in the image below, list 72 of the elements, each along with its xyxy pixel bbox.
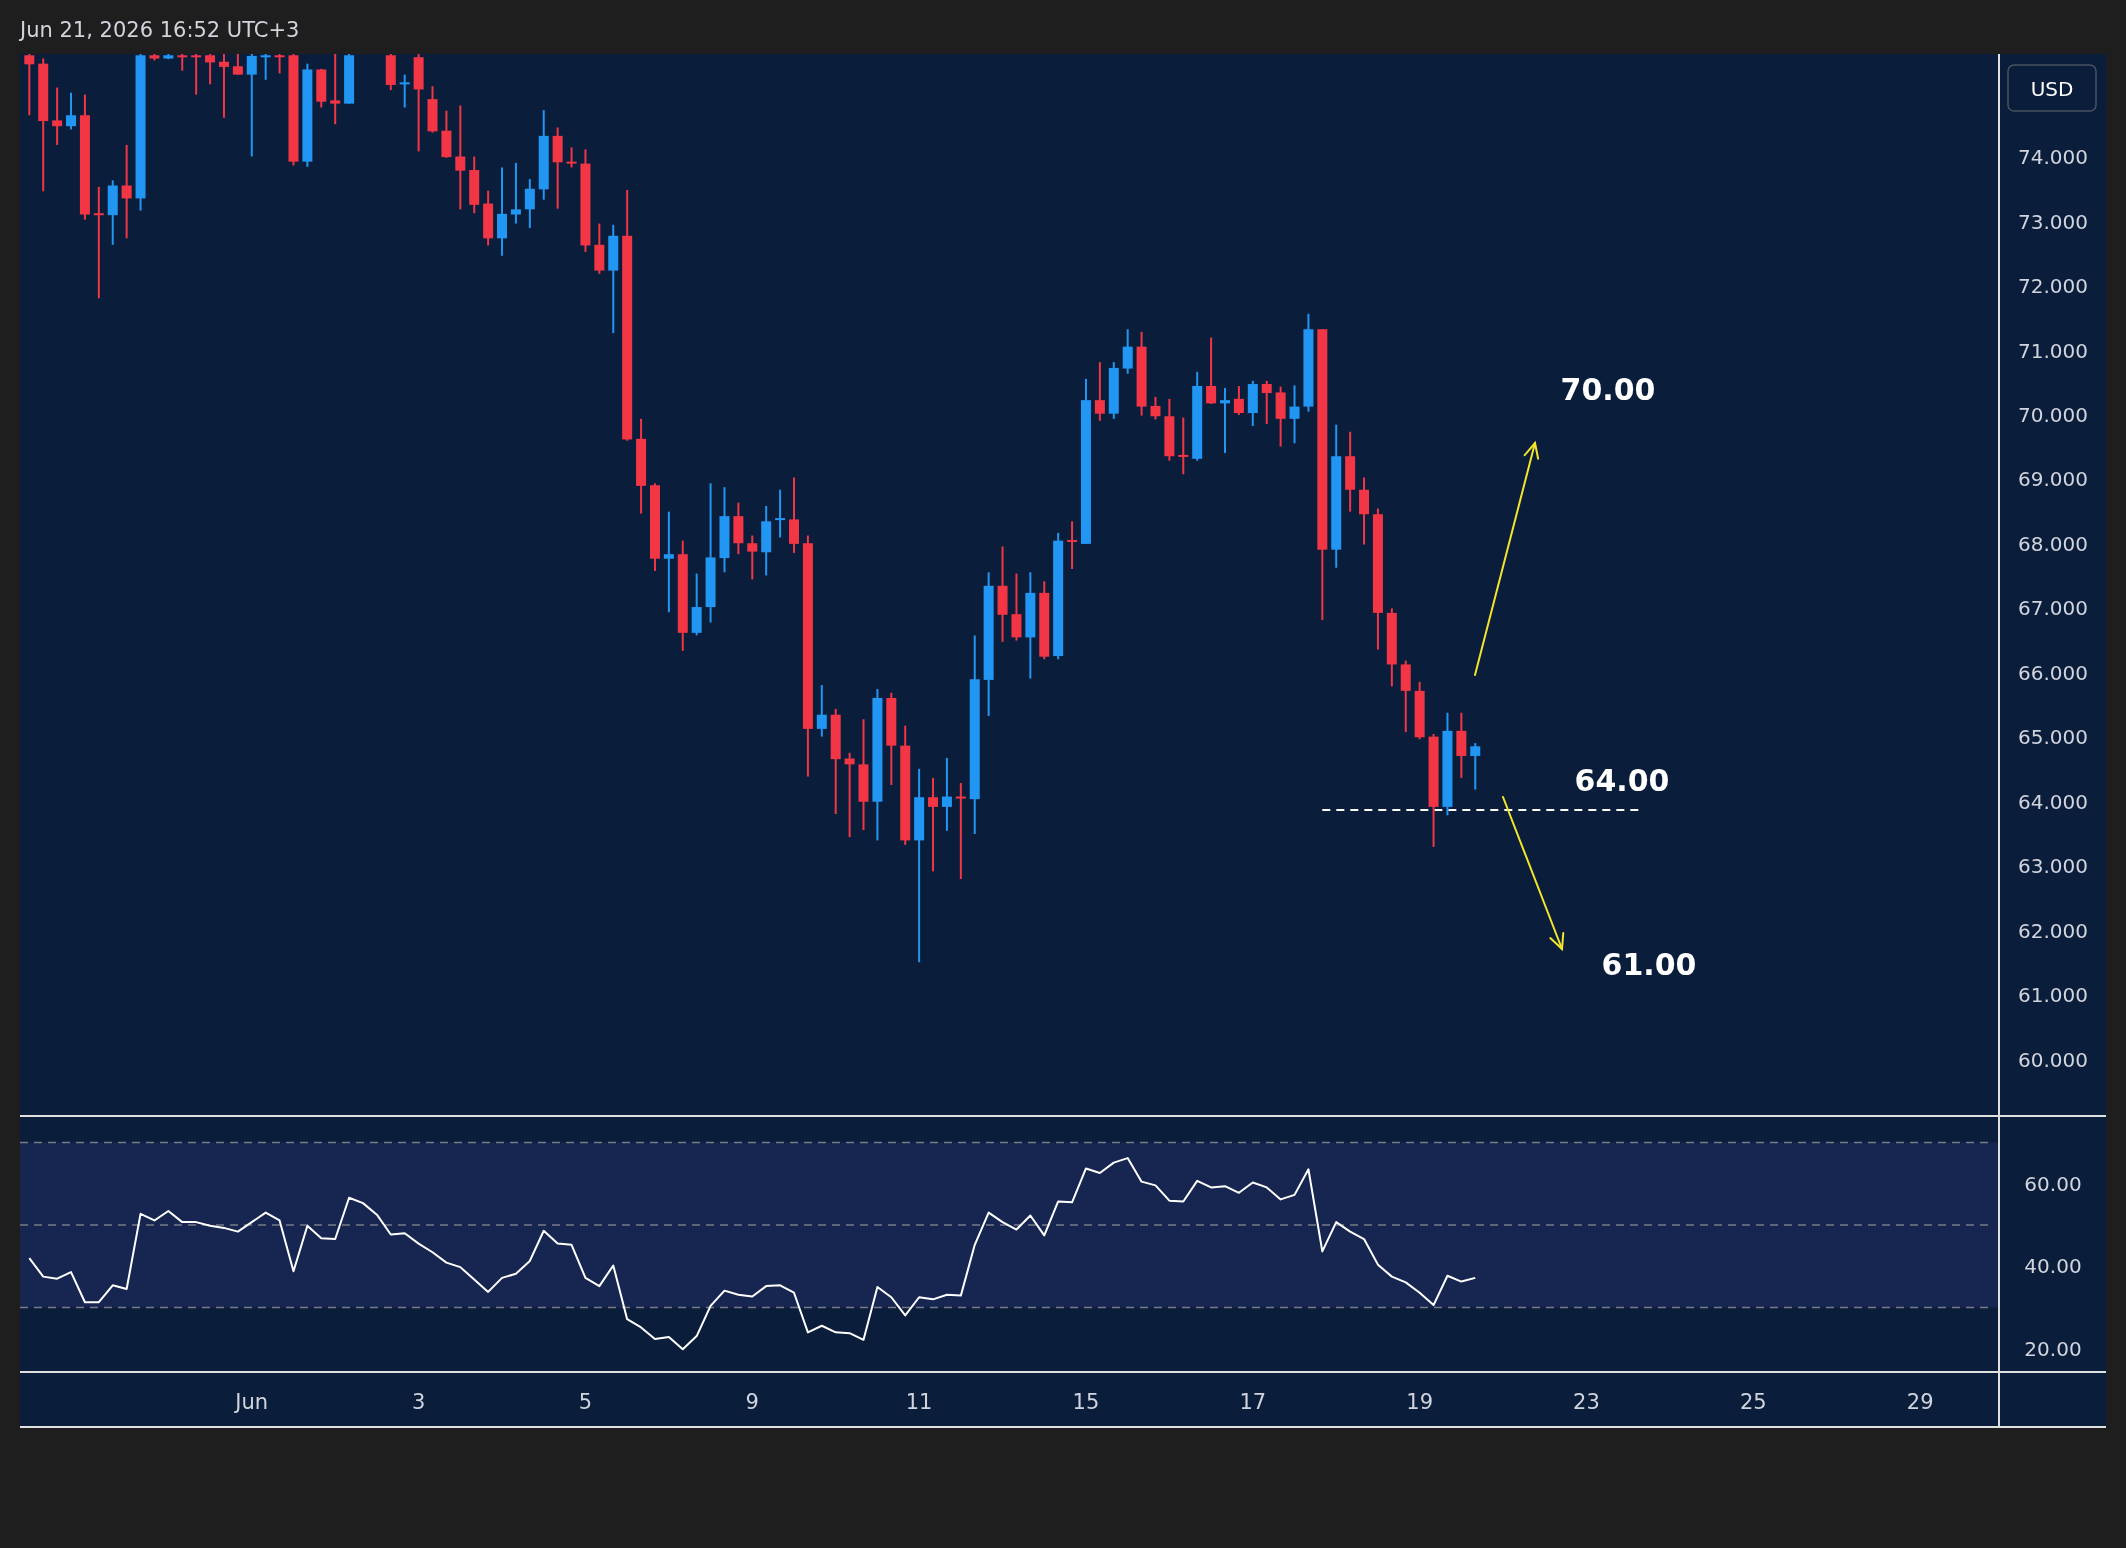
y-tick-label: 62.000 [2018,918,2088,943]
candlestick [1094,361,1105,422]
y-tick-label: 73.000 [2018,209,2088,234]
candlestick [93,185,104,300]
candlestick [955,782,966,881]
candlestick [399,73,410,109]
x-tick-label: Jun [233,1390,269,1414]
candlestick [1206,336,1217,406]
y-tick-label: 64.000 [2018,789,2088,814]
x-tick-label: 25 [1739,1390,1767,1414]
candlestick [510,161,521,225]
y-axis-title: USD [2030,77,2074,101]
x-tick-label: 3 [411,1390,426,1414]
y-tick-label: 69.000 [2018,467,2088,492]
candlestick [191,53,202,96]
line-series [28,1157,1477,1351]
candlestick [66,91,77,131]
candlestick [52,86,63,146]
candlestick [747,534,758,581]
candlestick [205,53,216,86]
candlestick [928,776,939,873]
candlestick [1011,572,1022,642]
candlestick [1470,742,1481,791]
x-tick-label: 15 [1072,1390,1100,1414]
x-tick-label: 17 [1239,1390,1267,1414]
candlestick [121,143,132,240]
x-tick-label: 5 [578,1390,593,1414]
y-tick-label: 66.000 [2018,660,2088,685]
y-tick-label: 68.000 [2018,531,2088,556]
y-tick-label: 74.000 [2018,145,2088,170]
candlestick [260,53,271,81]
y-tick-label: 61.000 [2018,983,2088,1008]
annotation: 61.00 [1601,947,1697,982]
annotation: 64.00 [1574,763,1670,798]
y-tick-label: 71.000 [2018,338,2088,363]
candlestick [246,53,257,158]
candlestick [1289,384,1300,445]
candlestick [816,684,827,738]
candlestick [330,53,341,126]
y-tick-label: 72.000 [2018,274,2088,299]
candlestick [524,178,535,230]
candlestick [1233,384,1244,416]
candlestick [566,146,577,169]
x-tick-label: 11 [905,1390,933,1414]
x-tick-label: 23 [1573,1390,1600,1414]
candlestick [24,53,35,117]
candlestick [218,53,229,119]
candlestick [1067,520,1078,571]
candlestick [663,510,674,614]
candlestick [941,756,952,832]
candlestick [1150,395,1161,421]
candlestick [1122,328,1133,375]
x-tick-label: 29 [1906,1390,1934,1414]
y-tick-label: 60.000 [2018,1047,2088,1072]
y-tick-label: 60.00 [2024,1171,2082,1196]
y-tick-label: 65.000 [2018,725,2088,750]
candlestick [232,53,243,76]
y-tick-label: 20.00 [2024,1336,2082,1361]
x-tick-label: 9 [745,1390,759,1414]
candlestick [274,53,285,75]
y-tick-label: 40.00 [2024,1254,2082,1279]
y-tick-label: 67.000 [2018,596,2088,621]
y-tick-label: 70.000 [2018,402,2088,427]
y-tick-label: 63.000 [2018,854,2088,879]
candlestick [775,488,786,539]
annotation: 70.00 [1560,372,1656,407]
candlestick [1178,416,1189,476]
candlestick [1261,379,1272,425]
candlestick [1220,386,1231,454]
candlestick [455,104,466,211]
chart-title: Jun 21, 2026 16:52 UTC+3 [18,18,300,42]
x-tick-label: 19 [1406,1390,1434,1414]
